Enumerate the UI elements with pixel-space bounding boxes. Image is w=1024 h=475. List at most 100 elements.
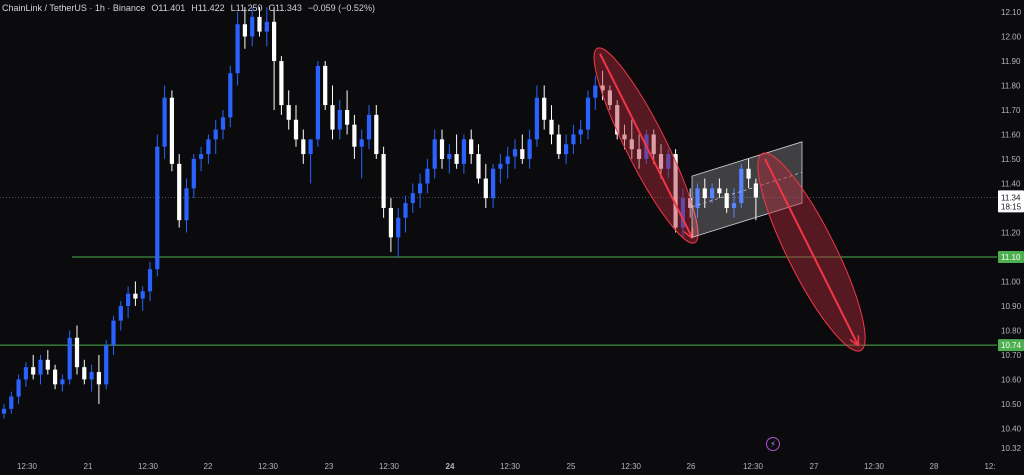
drawings-group bbox=[593, 47, 866, 352]
candle-body bbox=[549, 119, 554, 135]
candle-body bbox=[337, 109, 342, 130]
open-value: O11.401 bbox=[151, 3, 186, 13]
candle-body bbox=[710, 188, 715, 199]
candle-body bbox=[724, 193, 729, 208]
time-tick: 12:30 bbox=[621, 462, 642, 471]
candle-body bbox=[286, 105, 291, 120]
candle-body bbox=[629, 139, 634, 150]
price-tick: 12.10 bbox=[1001, 8, 1022, 17]
candle-body bbox=[717, 188, 722, 194]
candle-body bbox=[418, 183, 423, 194]
candle-body bbox=[301, 139, 306, 155]
price-tick: 10.80 bbox=[1001, 326, 1022, 335]
candle-body bbox=[607, 90, 612, 106]
candle-body bbox=[235, 24, 240, 74]
candle-body bbox=[272, 21, 277, 61]
candle-body bbox=[432, 139, 437, 169]
candle-body bbox=[53, 369, 58, 385]
time-tick: 12:30 bbox=[138, 462, 159, 471]
candle-body bbox=[191, 158, 196, 189]
candle-body bbox=[746, 168, 751, 179]
candle-body bbox=[512, 149, 518, 157]
candle-body bbox=[345, 109, 350, 125]
time-tick: 12:30 bbox=[500, 462, 521, 471]
symbol-label[interactable]: ChainLink / TetherUS · 1h · Binance bbox=[2, 3, 146, 13]
time-tick: 12:30 bbox=[864, 462, 885, 471]
price-tick: 10.60 bbox=[1001, 375, 1022, 384]
candle-body bbox=[293, 119, 299, 140]
candle-body bbox=[534, 97, 539, 140]
candle-body bbox=[359, 139, 364, 147]
time-tick: 12:30 bbox=[17, 462, 38, 471]
down-arrow bbox=[599, 53, 692, 238]
candle-body bbox=[622, 134, 627, 140]
candle-body bbox=[454, 154, 459, 164]
candle-body bbox=[447, 154, 452, 159]
candles-group bbox=[1, 7, 758, 419]
candle-body bbox=[60, 379, 65, 385]
candle-body bbox=[366, 114, 372, 140]
candle-body bbox=[330, 105, 335, 130]
candle-body bbox=[9, 396, 14, 409]
countdown-text: 18:15 bbox=[1001, 202, 1022, 211]
candle-body bbox=[753, 183, 758, 198]
candle-body bbox=[695, 188, 700, 208]
chart-header: ChainLink / TetherUS · 1h · Binance O11.… bbox=[2, 3, 375, 13]
candle-body bbox=[89, 372, 94, 380]
price-tick: 11.70 bbox=[1001, 106, 1021, 115]
time-tick: 21 bbox=[84, 462, 93, 471]
candle-body bbox=[111, 320, 116, 346]
candle-body bbox=[16, 379, 21, 397]
candle-body bbox=[731, 203, 737, 208]
candle-body bbox=[104, 345, 109, 385]
candle-body bbox=[38, 359, 43, 375]
time-tick: 12:30 bbox=[258, 462, 279, 471]
channel-midline bbox=[691, 172, 803, 208]
time-tick: 26 bbox=[687, 462, 696, 471]
time-tick: 28 bbox=[930, 462, 939, 471]
candle-body bbox=[315, 65, 320, 140]
candle-body bbox=[739, 168, 744, 204]
candle-body bbox=[162, 97, 167, 147]
candle-body bbox=[308, 139, 313, 155]
level-tag bbox=[998, 250, 1024, 263]
current-price-text: 11.34 bbox=[1001, 193, 1021, 202]
price-axis[interactable]: 12.10 12.00 11.90 11.80 11.70 11.60 11.50 11.40… bbox=[998, 8, 1024, 453]
candle-body bbox=[140, 291, 145, 299]
candle-body bbox=[242, 24, 247, 37]
price-tick: 10.90 bbox=[1001, 302, 1022, 311]
change-value: −0.059 (−0.52%) bbox=[307, 3, 375, 13]
candle-body bbox=[498, 163, 503, 169]
candle-body bbox=[666, 154, 671, 169]
candle-body bbox=[257, 16, 262, 32]
candle-body bbox=[505, 156, 510, 164]
candle-body bbox=[461, 139, 466, 164]
candle-body bbox=[439, 139, 445, 159]
candle-body bbox=[564, 144, 569, 155]
price-tick: 10.32 bbox=[1001, 444, 1022, 453]
candle-body bbox=[658, 154, 664, 169]
time-axis[interactable]: 12:30 21 12:30 22 12:30 23 12:30 24 12:30 25 12:30… bbox=[17, 462, 996, 471]
candle-body bbox=[381, 154, 386, 208]
candle-body bbox=[23, 367, 28, 380]
candle-body bbox=[615, 105, 620, 135]
lightning-icon[interactable]: ⚡ bbox=[766, 437, 780, 451]
price-tick: 11.20 bbox=[1001, 228, 1021, 237]
high-value: H11.422 bbox=[191, 3, 225, 13]
candle-body bbox=[680, 198, 685, 228]
candle-body bbox=[177, 163, 182, 221]
candle-body bbox=[651, 134, 656, 155]
candle-body bbox=[637, 149, 642, 159]
candle-body bbox=[374, 114, 379, 155]
price-tick: 11.40 bbox=[1001, 179, 1021, 188]
time-tick: 12: bbox=[984, 462, 995, 471]
candle-body bbox=[702, 188, 707, 199]
candle-body bbox=[673, 154, 678, 228]
candle-body bbox=[82, 367, 87, 380]
candle-body bbox=[169, 97, 174, 164]
candle-body bbox=[220, 117, 226, 130]
candle-body bbox=[425, 168, 430, 184]
price-tick: 11.50 bbox=[1001, 155, 1021, 164]
candle-body bbox=[228, 73, 233, 118]
